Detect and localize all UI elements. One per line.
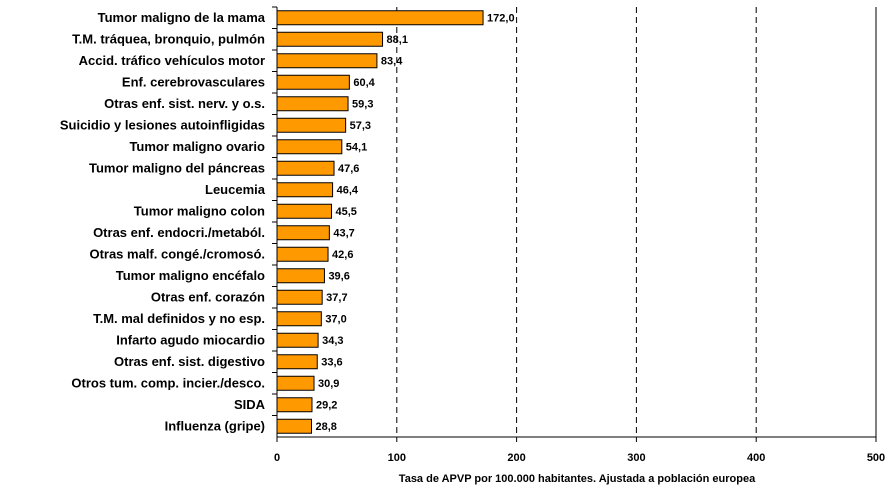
bar	[276, 117, 347, 133]
x-tick-label: 300	[627, 452, 645, 464]
bar	[276, 182, 334, 198]
value-label: 42,6	[332, 249, 353, 261]
y-tick-label: Tumor maligno ovario	[129, 139, 265, 154]
bar	[276, 311, 322, 327]
x-tick-label: 400	[747, 452, 765, 464]
y-tick-label: Accid. tráfico vehículos motor	[79, 53, 265, 68]
bar	[276, 31, 384, 47]
bar	[276, 268, 325, 284]
y-tick-label: T.M. mal definidos y no esp.	[93, 311, 265, 326]
value-label: 60,4	[353, 77, 375, 89]
bar	[276, 354, 318, 370]
y-tick-label: Otras malf. congé./cromosó.	[89, 247, 265, 262]
bar	[276, 203, 333, 219]
x-axis-title: Tasa de APVP por 100.000 habitantes. Aju…	[399, 473, 756, 485]
bar	[276, 160, 335, 176]
bar	[276, 225, 330, 241]
y-tick-label: SIDA	[234, 397, 266, 412]
value-label: 34,3	[322, 335, 343, 347]
y-tick-label: Tumor maligno de la mama	[98, 10, 266, 25]
value-label: 57,3	[350, 120, 371, 132]
y-tick-label: Tumor maligno encéfalo	[116, 268, 265, 283]
value-label: 37,0	[325, 314, 346, 326]
value-label: 59,3	[352, 99, 373, 111]
x-tick-label: 100	[388, 452, 406, 464]
bar	[276, 10, 484, 26]
bar	[276, 96, 349, 112]
y-tick-label: Otras enf. sist. nerv. y o.s.	[104, 96, 265, 111]
y-tick-label: Otras enf. corazón	[151, 290, 265, 305]
value-label: 54,1	[346, 142, 367, 154]
y-tick-label: Otras enf. sist. digestivo	[114, 354, 265, 369]
x-tick-label: 200	[507, 452, 525, 464]
value-label: 47,6	[338, 163, 359, 175]
y-tick-label: Tumor maligno colon	[134, 204, 265, 219]
x-tick-label: 500	[867, 452, 885, 464]
value-label: 83,4	[381, 56, 403, 68]
bar	[276, 332, 319, 348]
value-label: 33,6	[321, 357, 342, 369]
value-label: 30,9	[318, 378, 339, 390]
y-tick-label: Otras enf. endocri./metaból.	[93, 225, 265, 240]
value-label: 46,4	[337, 185, 359, 197]
bar	[276, 289, 323, 305]
bar	[276, 418, 313, 434]
value-label: 172,0	[487, 13, 515, 25]
y-tick-label: Influenza (gripe)	[165, 419, 265, 434]
bar	[276, 375, 315, 391]
bar	[276, 53, 378, 69]
y-tick-label: Enf. cerebrovasculares	[122, 75, 265, 90]
y-tick-label: T.M. tráquea, bronquio, pulmón	[72, 32, 265, 47]
y-tick-label: Infarto agudo miocardio	[116, 333, 265, 348]
y-tick-label: Otros tum. comp. incier./desco.	[71, 376, 265, 391]
bar	[276, 139, 343, 155]
value-label: 43,7	[333, 228, 354, 240]
value-label: 45,5	[336, 206, 357, 218]
value-label: 88,1	[387, 34, 408, 46]
value-label: 28,8	[316, 421, 337, 433]
bar	[276, 397, 313, 413]
y-tick-label: Tumor maligno del páncreas	[89, 161, 265, 176]
value-label: 29,2	[316, 400, 337, 412]
value-label: 39,6	[328, 271, 349, 283]
y-tick-label: Leucemia	[205, 182, 266, 197]
bar	[276, 246, 329, 262]
x-tick-label: 0	[274, 452, 280, 464]
y-tick-label: Suicidio y lesiones autoinfligidas	[60, 118, 265, 133]
value-label: 37,7	[326, 292, 347, 304]
bar	[276, 74, 350, 90]
